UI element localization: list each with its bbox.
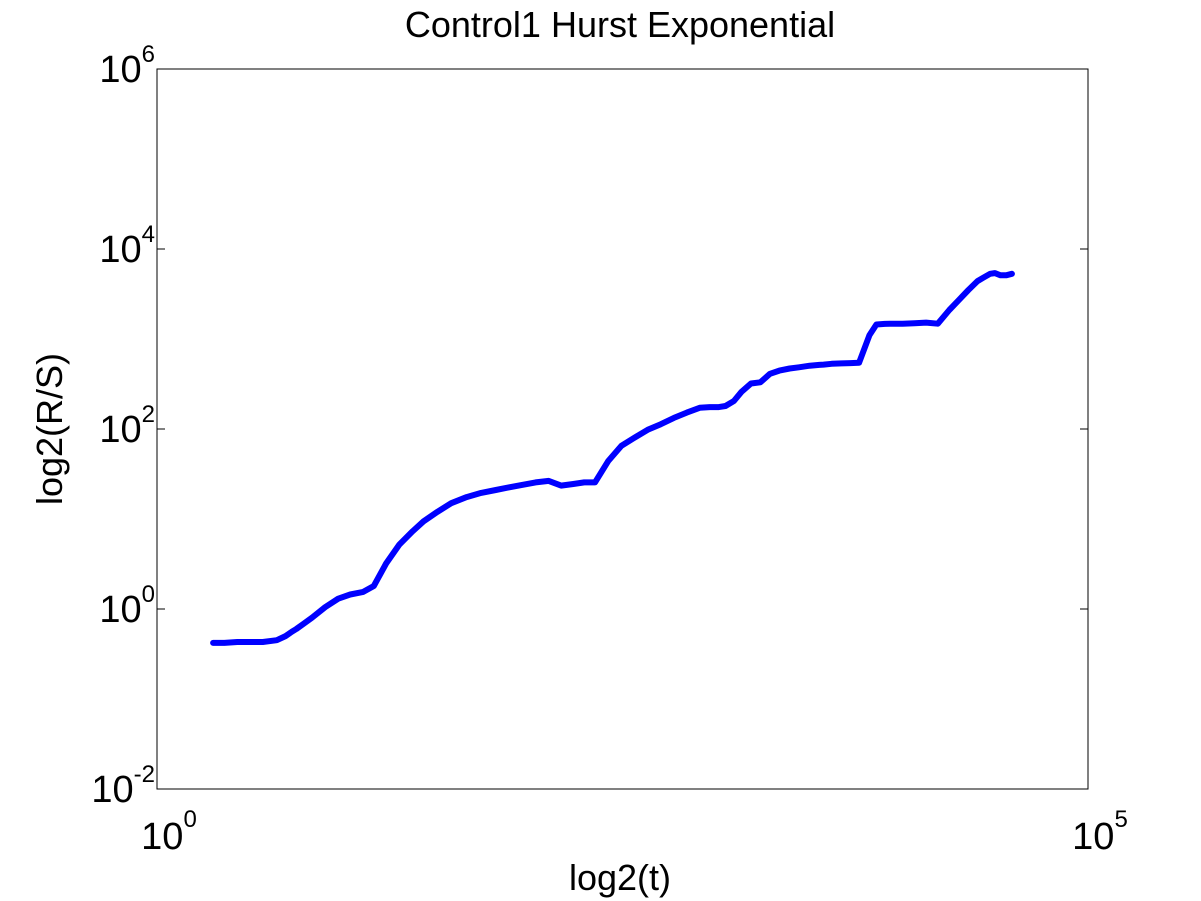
y-axis-label: log2(R/S): [29, 353, 70, 505]
chart-title: Control1 Hurst Exponential: [405, 4, 835, 45]
y-tick-label-3: 104: [99, 221, 155, 271]
x-axis-label: log2(t): [569, 857, 671, 898]
y-tick-label-0: 10-2: [91, 761, 155, 811]
x-tick-label-1: 105: [1072, 806, 1128, 858]
plot-area: [156, 68, 1089, 790]
x-tick-label-0: 100: [141, 806, 197, 858]
y-tick-label-4: 106: [99, 41, 155, 91]
y-tick-label-1: 100: [99, 581, 155, 631]
y-tick-label-2: 102: [99, 401, 155, 451]
series-line: [210, 270, 1015, 646]
ticks-layer: [156, 68, 1089, 790]
